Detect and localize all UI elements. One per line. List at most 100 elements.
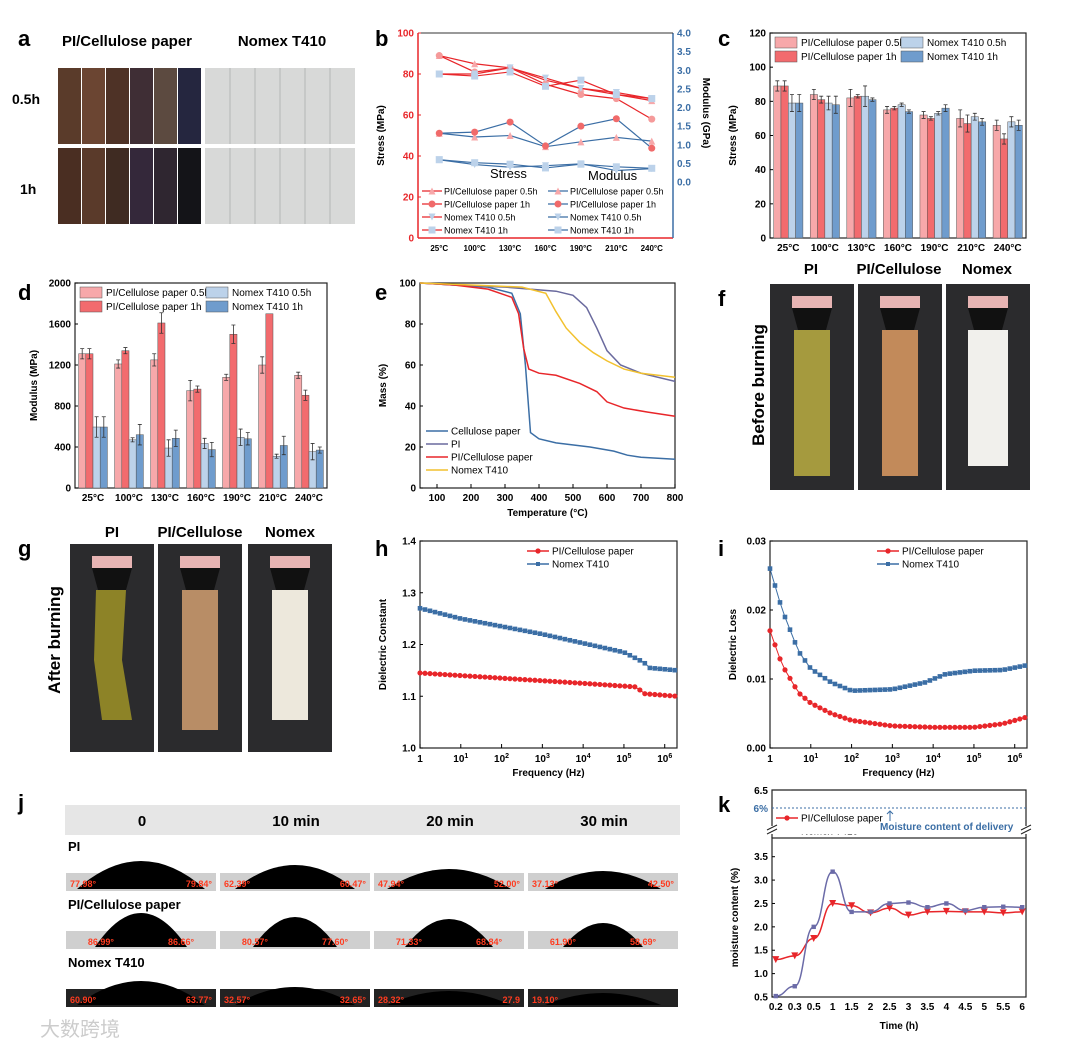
data-point — [522, 677, 528, 683]
chart-k: k 0.5 1.0 1.5 2.0 2.5 3.0 3.5 moisture content (… — [718, 786, 1032, 1032]
sample-photos — [58, 68, 355, 224]
legend-label: PI/Cellulose paper — [801, 814, 883, 825]
time-header: 30 min — [580, 813, 628, 830]
chart-e: e 0 20 40 60 80 100 Mass (%) Temperature (°C) 100… — [375, 279, 684, 520]
data-point — [597, 681, 603, 688]
data-point — [962, 724, 968, 730]
data-point — [767, 566, 773, 571]
data-point — [492, 675, 498, 681]
data-point — [648, 115, 656, 123]
data-point — [648, 144, 656, 152]
data-point — [782, 667, 788, 673]
data-point — [837, 683, 843, 689]
data-point — [1018, 908, 1026, 916]
data-point — [837, 713, 843, 720]
pi-cellulose-strip — [154, 148, 177, 224]
arrow-icon — [886, 810, 894, 821]
x-tick-label: 160°C — [534, 244, 557, 253]
bar — [258, 364, 267, 489]
time-header: 10 min — [272, 813, 320, 830]
x-tick-label: 190°C — [921, 243, 949, 254]
legend-label: PI/Cellulose paper 0.5h — [444, 187, 538, 197]
data-point — [627, 683, 633, 690]
data-point — [592, 681, 598, 687]
sample-strip — [968, 330, 1008, 466]
y-tick-label: 1.5 — [754, 946, 768, 957]
data-point — [925, 905, 930, 910]
data-point — [862, 687, 868, 693]
data-point — [791, 952, 799, 960]
binder-clip — [180, 568, 220, 590]
x-tick-label: 100°C — [811, 243, 839, 254]
data-point — [817, 705, 823, 711]
data-point — [992, 667, 998, 673]
row-label: PI/Cellulose paper — [68, 897, 181, 912]
data-point — [867, 720, 873, 726]
pi-cellulose-strip — [130, 68, 153, 144]
tape — [880, 296, 920, 308]
data-point — [947, 724, 953, 730]
data-point — [532, 677, 538, 683]
data-point — [457, 672, 463, 679]
data-point — [602, 645, 608, 651]
legend-swatch — [205, 286, 229, 299]
contact-angle-left: 77.98° — [70, 879, 97, 889]
y-axis-label: Stress (MPa) — [376, 105, 387, 166]
data-point — [1002, 667, 1008, 672]
data-point — [977, 668, 983, 673]
data-point — [987, 668, 993, 673]
data-point — [792, 684, 798, 690]
error-bar — [238, 428, 243, 446]
data-point — [422, 670, 428, 676]
photo-label: PI — [804, 261, 818, 278]
pi-cellulose-strip — [130, 148, 153, 224]
data-point — [612, 115, 620, 123]
data-point — [932, 724, 938, 730]
data-point — [1007, 666, 1013, 671]
legend-label: Nomex T410 — [552, 560, 610, 571]
x-tick-label: 105 — [966, 753, 981, 765]
data-point — [802, 658, 808, 663]
data-point — [502, 624, 508, 630]
before-burning-photos — [770, 284, 1030, 490]
pi-cellulose-strip — [178, 148, 201, 224]
data-point — [872, 720, 878, 727]
data-point — [648, 164, 656, 172]
error-bar — [789, 94, 794, 112]
data-point — [577, 160, 585, 168]
annotation: Modulus — [588, 168, 638, 183]
contact-angle-left: 80.57° — [242, 937, 269, 947]
legend-label: Nomex T410 — [451, 466, 509, 477]
bar — [809, 94, 818, 239]
data-point — [502, 675, 508, 681]
y-tick-label: 60 — [755, 131, 767, 142]
plot-frame — [419, 540, 678, 749]
y-tick-label: 0.5 — [754, 993, 768, 1004]
plot-frame — [771, 837, 1027, 998]
contact-angle-right: 32.65° — [340, 995, 367, 1005]
error-bar — [819, 95, 824, 104]
data-point — [597, 644, 603, 650]
bar — [927, 118, 935, 239]
data-point — [917, 724, 923, 730]
legend-label: PI/Cellulose paper — [552, 547, 634, 558]
data-point — [437, 611, 443, 616]
x-tick-label: 210°C — [259, 493, 287, 504]
droplet — [77, 861, 205, 889]
legend-marker — [535, 548, 541, 554]
x-tick-label: 0.2 — [769, 1002, 783, 1013]
error-bar — [188, 379, 193, 402]
data-point — [647, 691, 653, 697]
data-point — [637, 687, 643, 693]
error-bar — [116, 359, 121, 369]
data-point — [642, 691, 648, 697]
plot-frame — [419, 282, 676, 489]
panel-letter: j — [17, 790, 24, 815]
error-bar — [775, 80, 780, 92]
y-tick-label: 2.0 — [754, 922, 768, 933]
data-point — [457, 616, 463, 621]
legend-label: Nomex T410 1h — [232, 302, 303, 313]
legend-label: Nomex T410 0.5h — [444, 213, 515, 223]
upper-axis — [771, 789, 1027, 838]
contact-angle-right: 63.77° — [186, 995, 213, 1005]
